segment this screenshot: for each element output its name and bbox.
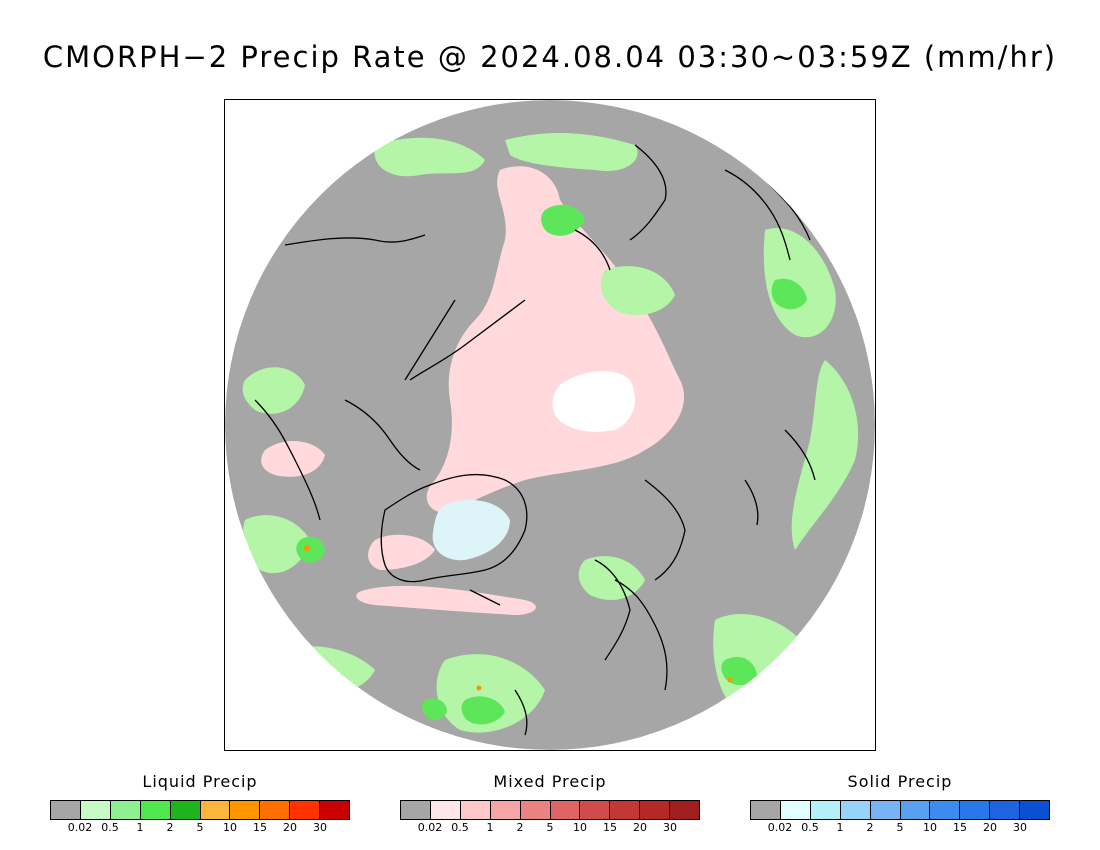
legend-mixed: Mixed Precip 0.02 0.5 1 2 5 10 15 20 30 [400,772,700,835]
legend-liquid-swatch [200,801,231,819]
legend-solid-title: Solid Precip [847,772,953,791]
legend-solid-tick: 20 [983,821,997,834]
legend-liquid-tick: 20 [283,821,297,834]
legend-mixed-swatch [520,801,551,819]
legend-mixed-swatch [640,801,671,819]
liquid-precip-areas [242,133,859,733]
legend-solid-ticks: 0.02 0.5 1 2 5 10 15 20 30 [750,821,1050,835]
legend-liquid-swatch [170,801,201,819]
legend-mixed-tick: 2 [516,821,524,834]
solid-precip-greenland [432,500,510,561]
legend-liquid-swatch [80,801,111,819]
legend-liquid-colorbar [50,800,350,820]
legend-mixed-tick: 5 [546,821,554,834]
legend-liquid-swatch [230,801,261,819]
legend-liquid-tick: 2 [166,821,174,834]
legend-solid-tick: 15 [953,821,967,834]
legend-solid: Solid Precip 0.02 0.5 1 2 5 10 15 20 30 [750,772,1050,835]
legend-liquid-swatch [51,801,81,819]
solid-precip-pole [552,370,635,432]
legend-liquid-swatch [320,801,350,819]
legend-solid-tick: 1 [836,821,844,834]
legend-liquid: Liquid Precip 0.02 0.5 1 2 5 10 15 20 30 [50,772,350,835]
legend-liquid-swatch [260,801,291,819]
legend-solid-tick: 0.5 [801,821,819,834]
mixed-precip-canada [261,440,325,477]
legend-mixed-swatch [610,801,641,819]
legend-solid-swatch [900,801,931,819]
legend-mixed-tick: 10 [573,821,587,834]
legend-mixed-swatch [550,801,581,819]
legend-solid-swatch [990,801,1021,819]
legend-liquid-ticks: 0.02 0.5 1 2 5 10 15 20 30 [50,821,350,835]
legend-solid-swatch [1020,801,1050,819]
legend-liquid-swatch [110,801,141,819]
legend-liquid-title: Liquid Precip [142,772,258,791]
map-frame [224,99,876,751]
polar-map [225,100,875,750]
legend-mixed-tick: 20 [633,821,647,834]
legend-liquid-swatch [290,801,321,819]
map-title: CMORPH−2 Precip Rate @ 2024.08.04 03:30~… [42,40,1058,74]
legend-solid-swatch [840,801,871,819]
legend-mixed-swatch [580,801,611,819]
liquid-precip-heavy [304,545,733,691]
legend-mixed-colorbar [400,800,700,820]
legend-mixed-tick: 0.5 [451,821,469,834]
legend-mixed-swatch [430,801,461,819]
legend-liquid-tick: 0.02 [67,821,93,834]
legend-liquid-tick: 5 [196,821,204,834]
legend-solid-tick: 10 [923,821,937,834]
legend-liquid-tick: 15 [253,821,267,834]
legend-solid-swatch [960,801,991,819]
legend-liquid-tick: 0.5 [101,821,119,834]
legend-mixed-swatch [401,801,431,819]
legend-solid-tick: 30 [1013,821,1027,834]
legend-solid-swatch [751,801,781,819]
legend-mixed-tick: 30 [663,821,677,834]
legend-mixed-ticks: 0.02 0.5 1 2 5 10 15 20 30 [400,821,700,835]
legend-mixed-swatch [490,801,521,819]
legend-liquid-tick: 1 [136,821,144,834]
mixed-precip-band [356,585,536,615]
legend-liquid-tick: 30 [313,821,327,834]
legend-mixed-title: Mixed Precip [493,772,607,791]
legend-solid-colorbar [750,800,1050,820]
liquid-precip-moderate [296,204,807,725]
legend-liquid-swatch [140,801,171,819]
coastlines [254,144,816,736]
legend-solid-swatch [780,801,811,819]
legend-solid-tick: 2 [866,821,874,834]
legend-mixed-swatch [670,801,700,819]
legend-liquid-tick: 10 [223,821,237,834]
legend-solid-tick: 0.02 [767,821,793,834]
mixed-precip-greenland-edge [368,534,435,570]
legend-solid-swatch [930,801,961,819]
legend-solid-tick: 5 [896,821,904,834]
legend-mixed-tick: 15 [603,821,617,834]
legend-mixed-tick: 0.02 [417,821,443,834]
legend-solid-swatch [810,801,841,819]
legend-mixed-tick: 1 [486,821,494,834]
legend-solid-swatch [870,801,901,819]
legend-mixed-swatch [460,801,491,819]
